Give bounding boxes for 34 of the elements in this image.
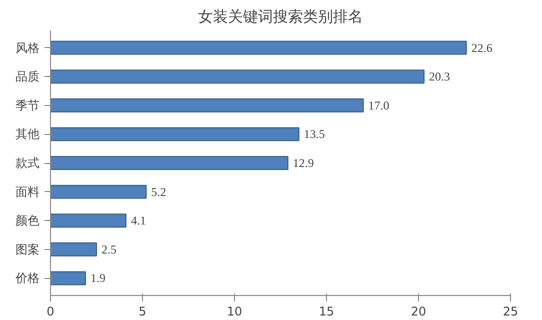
data-label: 22.6 — [471, 40, 492, 55]
bar — [50, 242, 97, 256]
bar — [50, 70, 425, 84]
x-tick-label: 5 — [138, 304, 146, 318]
y-tick-label: 季节 — [16, 98, 40, 112]
data-label: 20.3 — [429, 70, 450, 84]
x-tick-label: 20 — [410, 304, 426, 318]
y-tick-label: 其他 — [16, 127, 40, 142]
bar — [50, 98, 364, 112]
bar — [50, 184, 147, 199]
data-label: 1.9 — [90, 271, 106, 286]
bar — [50, 214, 126, 228]
x-tick-label: 0 — [46, 304, 54, 318]
y-tick-label: 风格 — [16, 40, 40, 55]
y-tick-label: 价格 — [14, 271, 40, 286]
bar — [50, 156, 288, 170]
chart-title: 女装关键词搜索类别排名 — [198, 8, 363, 26]
data-label: 2.5 — [102, 242, 116, 256]
x-tick-label: 25 — [502, 304, 518, 318]
bar — [50, 40, 467, 55]
y-tick-label: 款式 — [16, 156, 40, 170]
data-label: 17.0 — [368, 98, 390, 112]
bar — [50, 127, 300, 142]
x-tick-label: 15 — [318, 304, 334, 318]
y-tick-label: 品质 — [16, 70, 40, 84]
x-tick-label: 10 — [226, 304, 242, 318]
data-label: 4.1 — [130, 214, 146, 228]
bar — [50, 271, 86, 286]
data-label: 13.5 — [304, 127, 325, 142]
data-label: 5.2 — [151, 184, 166, 199]
y-tick-label: 面料 — [16, 184, 40, 199]
y-tick-label: 图案 — [16, 242, 40, 256]
data-label: 12.9 — [292, 156, 314, 170]
y-tick-label: 颜色 — [16, 214, 40, 228]
